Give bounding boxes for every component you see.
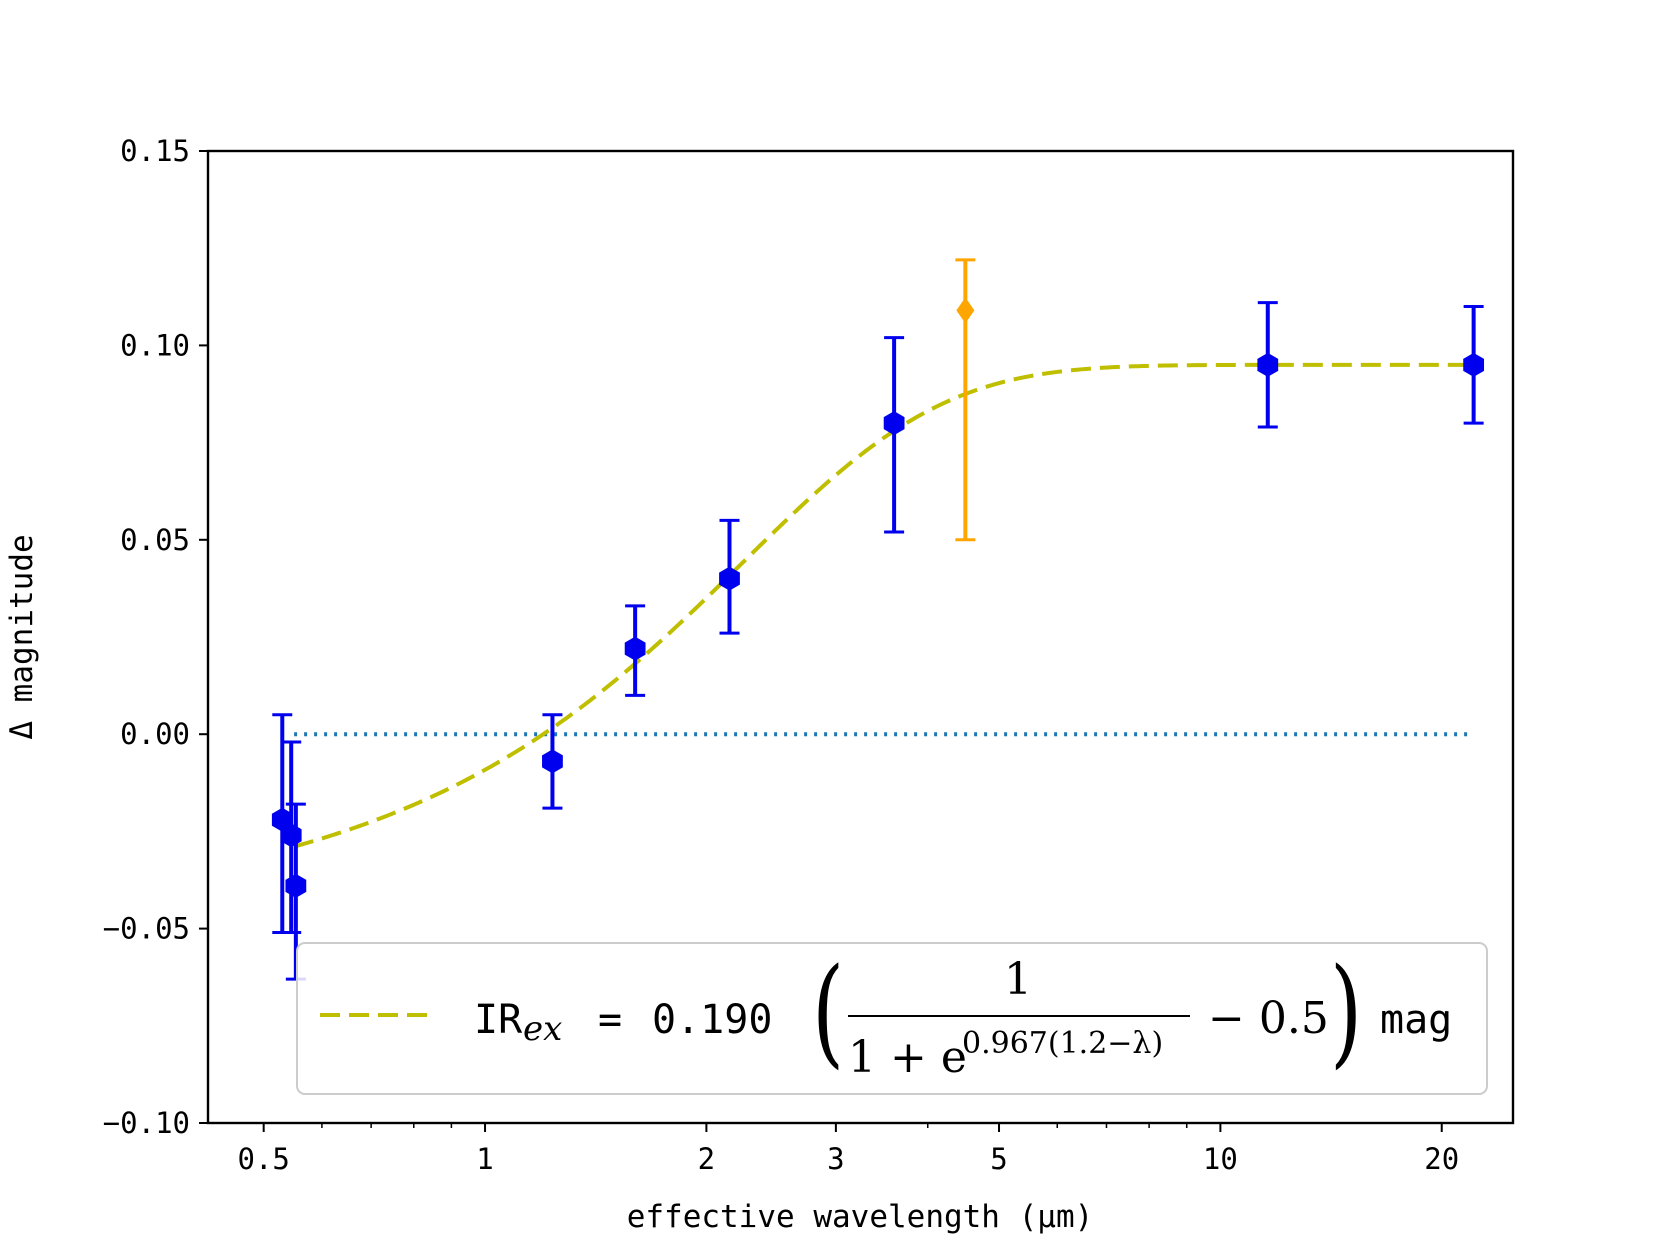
y-tick-label-0.15: 0.15	[120, 134, 190, 168]
legend-right-paren: )	[1330, 943, 1362, 1081]
diamond-marker	[956, 297, 975, 324]
y-tick-label-0.10: 0.10	[120, 328, 190, 362]
observed-point-5	[719, 518, 740, 635]
observed-point-6	[883, 336, 905, 534]
legend-box	[296, 942, 1488, 1095]
data-points-layer	[271, 258, 1485, 981]
outlier-point-0	[955, 258, 976, 542]
x-tick-label-3: 3	[827, 1142, 844, 1176]
y-tick-label-0.00: 0.00	[120, 717, 190, 751]
observed-point-2	[285, 802, 307, 981]
observed-point-7	[1257, 301, 1279, 429]
hexagon-marker	[285, 873, 307, 898]
legend-subscript: ex	[523, 1009, 562, 1049]
axis-ticks: 0.5 1 2 3 5 10 20 0.15 0.10 0.05 0.00 −0.05 −0.10	[103, 134, 1460, 1176]
x-tick-label-20: 20	[1424, 1142, 1459, 1176]
legend-numerator: 1	[1004, 954, 1032, 1005]
y-tick-label-−0.10: −0.10	[103, 1106, 190, 1140]
legend-prefix: IR	[474, 997, 523, 1043]
x-tick-label-2: 2	[698, 1142, 715, 1176]
legend-unit: mag	[1380, 997, 1452, 1043]
hexagon-marker	[1463, 352, 1485, 377]
observed-point-4	[624, 604, 646, 697]
legend-exponent: 0.967(1.2−λ)	[962, 1026, 1163, 1061]
legend: IR ex = 0.190 ( 1 1 + e 0.967(1.2−λ) − 0…	[296, 942, 1488, 1095]
y-tick-label-−0.05: −0.05	[103, 912, 190, 946]
y-tick-label-0.05: 0.05	[120, 523, 190, 557]
legend-minus-term: − 0.5	[1208, 993, 1329, 1044]
hexagon-marker	[624, 636, 646, 661]
x-tick-label-10: 10	[1203, 1142, 1238, 1176]
y-axis-label: Δ magnitude	[4, 534, 40, 739]
hexagon-marker	[542, 749, 563, 774]
legend-equals: =	[598, 997, 622, 1043]
hexagon-marker	[1257, 352, 1279, 377]
legend-left-paren: (	[812, 943, 844, 1081]
x-tick-label-5: 5	[990, 1142, 1007, 1176]
hexagon-marker	[883, 411, 905, 436]
observed-point-3	[542, 713, 563, 810]
x-axis-label: effective wavelength (μm)	[627, 1199, 1094, 1235]
plot-frame	[206, 149, 1515, 1125]
x-tick-label-1: 1	[476, 1142, 493, 1176]
legend-denominator-base: 1 + e	[848, 1032, 967, 1083]
observed-point-8	[1463, 305, 1485, 425]
hexagon-marker	[719, 566, 740, 591]
x-tick-label-0.5: 0.5	[237, 1142, 289, 1176]
legend-coefficient: 0.190	[652, 997, 772, 1043]
